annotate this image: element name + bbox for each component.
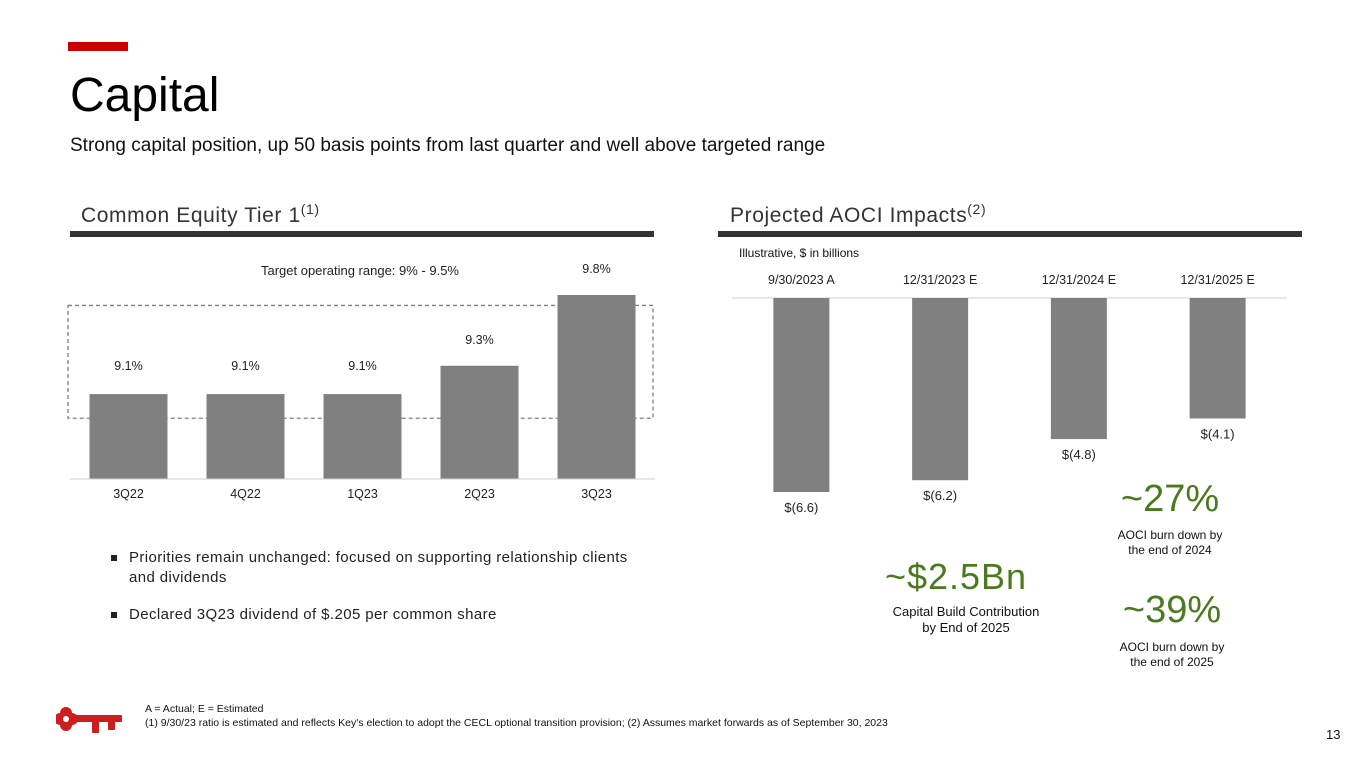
aoci-category-label: 12/31/2023 E (903, 273, 977, 287)
page-title: Capital (70, 69, 220, 122)
burn-2025-value: ~39% (1122, 589, 1222, 631)
cet1-category-label: 1Q23 (347, 487, 378, 501)
aoci-value-label: $(4.1) (1201, 427, 1235, 442)
bullet-marker (111, 612, 117, 618)
cet1-bar-3Q23 (557, 295, 636, 479)
cet1-value-label: 9.8% (582, 262, 611, 276)
aoci-value-label: $(4.8) (1062, 447, 1096, 462)
aoci-category-label: 12/31/2025 E (1180, 273, 1254, 287)
footnote-line-1: A = Actual; E = Estimated (145, 703, 264, 715)
aoci-section-rule (718, 231, 1302, 237)
capital-build-caption-line2: by End of 2025 (922, 620, 1010, 635)
aoci-category-label: 12/31/2024 E (1042, 273, 1116, 287)
cet1-value-label: 9.1% (114, 359, 143, 373)
cet1-bar-2Q23 (440, 365, 519, 479)
target-range-label: Target operating range: 9% - 9.5% (261, 263, 459, 278)
page-subtitle: Strong capital position, up 50 basis poi… (70, 135, 826, 156)
bullet-text: Declared 3Q23 dividend of $.205 per comm… (129, 606, 497, 623)
capital-build-caption: Capital Build Contribution by End of 202… (866, 604, 1066, 636)
burn-2024-value: ~27% (1120, 478, 1220, 520)
aoci-value-label: $(6.6) (784, 500, 818, 515)
burn-2025-caption: AOCI burn down by the end of 2025 (1102, 640, 1242, 670)
cet1-bar-4Q22 (206, 394, 285, 479)
aoci-bar-4 (1189, 298, 1246, 419)
cet1-value-label: 9.3% (465, 333, 494, 347)
cet1-title-footnote: (1) (300, 201, 320, 217)
footnote-line-2: (1) 9/30/23 ratio is estimated and refle… (145, 717, 888, 729)
aoci-title-footnote: (2) (967, 201, 987, 217)
bullet-marker (111, 555, 117, 561)
cet1-category-label: 4Q22 (230, 487, 261, 501)
cet1-category-label: 2Q23 (464, 487, 495, 501)
aoci-category-label: 9/30/2023 A (768, 273, 835, 287)
aoci-title-text: Projected AOCI Impacts (730, 204, 968, 227)
aoci-bar-chart: 9/30/2023 A $(6.6) 12/31/2023 E $(6.2) 12/31… (732, 273, 1287, 515)
cet1-category-label: 3Q23 (581, 487, 612, 501)
aoci-bar-3 (1050, 298, 1107, 440)
aoci-bar-2 (912, 298, 969, 481)
aoci-bar-1 (773, 298, 830, 492)
capital-build-value: ~$2.5Bn (884, 556, 1028, 597)
cet1-bar-1Q23 (323, 394, 402, 479)
aoci-note: Illustrative, $ in billions (739, 246, 860, 260)
key-logo-icon (56, 707, 122, 733)
cet1-section-title: Common Equity Tier 1(1) (81, 201, 320, 228)
aoci-value-label: $(6.2) (923, 488, 957, 503)
target-range-box (67, 304, 654, 419)
bullet-item: Declared 3Q23 dividend of $.205 per comm… (111, 605, 631, 625)
title-accent-bar (68, 42, 128, 51)
cet1-section-rule (70, 231, 654, 237)
bullet-item: Priorities remain unchanged: focused on … (111, 548, 631, 588)
cet1-value-label: 9.1% (348, 359, 377, 373)
cet1-value-label: 9.1% (231, 359, 260, 373)
burn-2024-caption-line2: the end of 2024 (1128, 543, 1212, 557)
cet1-bar-3Q22 (89, 394, 168, 479)
bullet-list: Priorities remain unchanged: focused on … (111, 548, 631, 642)
cet1-title-text: Common Equity Tier 1 (81, 204, 301, 227)
burn-2024-caption-line1: AOCI burn down by (1117, 528, 1223, 542)
aoci-section-title: Projected AOCI Impacts(2) (730, 201, 986, 228)
cet1-category-label: 3Q22 (113, 487, 144, 501)
burn-2024-caption: AOCI burn down by the end of 2024 (1100, 528, 1240, 558)
burn-2025-caption-line1: AOCI burn down by (1119, 640, 1225, 654)
burn-2025-caption-line2: the end of 2025 (1130, 655, 1214, 669)
page-number: 13 (1326, 727, 1341, 742)
capital-build-caption-line1: Capital Build Contribution (892, 604, 1040, 619)
bullet-text: Priorities remain unchanged: focused on … (129, 549, 628, 586)
cet1-bar-chart: Target operating range: 9% - 9.5% 9.1% 3Q… (67, 262, 655, 501)
